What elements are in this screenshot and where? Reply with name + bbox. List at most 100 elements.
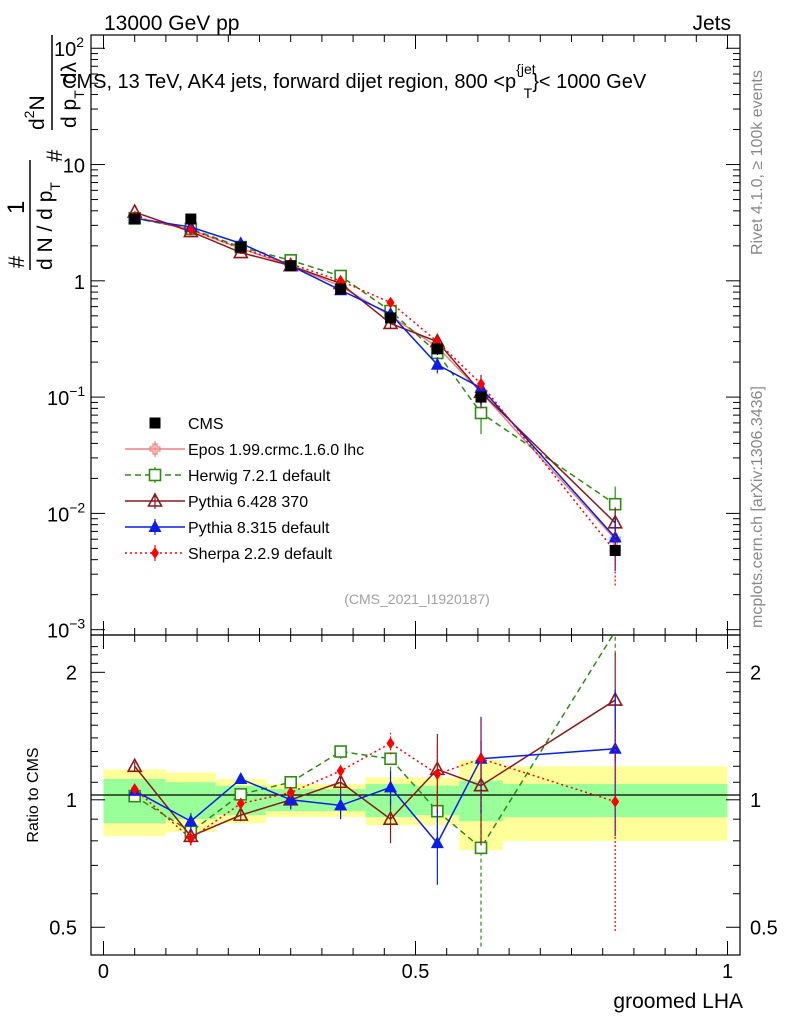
ratio-point-pythia-r1: [232, 806, 249, 821]
legend-entry-herwig-2: Herwig 7.2.1 default: [125, 467, 331, 485]
ratio-point-sherpa-r3: [477, 752, 486, 765]
title-end: }< 1000 GeV: [532, 71, 647, 93]
legend-label: Epos 1.99.crmc.1.6.0 lhc: [188, 442, 364, 459]
legend-label: Pythia 6.428 370: [188, 494, 308, 511]
ratio-point-pythia-r1: [332, 773, 349, 789]
analysis-watermark: (CMS_2021_I1920187): [344, 591, 490, 607]
point-sherpa-5: [386, 296, 395, 309]
legend-entry-pythia-3: Pythia 6.428 370: [125, 492, 308, 511]
ratio-point-pythia-r2: [430, 836, 444, 849]
point-cms-0: [385, 312, 397, 324]
legend-label: Sherpa 2.2.9 default: [188, 546, 333, 563]
x-tick-label: 0: [98, 961, 109, 983]
ratio-ytick-label: 1: [66, 790, 77, 812]
point-sherpa-5: [477, 377, 486, 390]
ratio-point-herwig-r0: [334, 745, 347, 758]
ylabel-hash1: #: [4, 255, 29, 268]
legend-marker: [148, 520, 162, 532]
main-ytick-label: 10: [63, 156, 85, 178]
title-sub: T: [524, 85, 533, 101]
legend-entry-cms-0: CMS: [149, 416, 224, 433]
title-sup: {jet: [516, 61, 536, 77]
plot-title: CMS, 13 TeV, AK4 jets, forward dijet reg…: [62, 61, 647, 101]
main-ytick-label: 10−1: [47, 383, 85, 410]
ylabel-hash2: #: [42, 149, 67, 162]
x-axis-label: groomed LHA: [613, 990, 743, 1013]
ratio-point-sherpa-r3: [130, 783, 139, 796]
point-cms-0: [335, 283, 347, 295]
x-tick-label: 0.5: [402, 961, 430, 983]
ratio-ylabel: Ratio to CMS: [25, 747, 42, 842]
point-sherpa-5: [186, 223, 195, 236]
ratio-point-pythia-r1: [382, 810, 399, 825]
legend-entry-pythia-4: Pythia 8.315 default: [125, 519, 330, 537]
legend-entry-epos-1: Epos 1.99.crmc.1.6.0 lhc: [125, 441, 364, 459]
ylabel-d2N: d2N: [21, 95, 49, 130]
series-cms-0: [129, 213, 621, 556]
ratio-ytick-label: 2: [66, 662, 77, 684]
header-left: 13000 GeV pp: [104, 12, 239, 35]
ratio-ytick-label-right: 0.5: [750, 917, 778, 939]
series-line-pythia-4: [134, 217, 616, 539]
point-cms-0: [475, 391, 487, 403]
main-frame: [90, 34, 741, 636]
ratio-point-pythia-r2: [608, 741, 622, 754]
x-tick-label: 1: [722, 961, 733, 983]
legend-label: Herwig 7.2.1 default: [188, 468, 331, 485]
ylabel-one: 1: [3, 201, 30, 214]
point-cms-0: [185, 213, 197, 225]
series-pythia-4: [128, 211, 622, 571]
ratio-point-sherpa-r3: [336, 764, 345, 777]
main-ytick-label: 10−3: [47, 616, 85, 643]
mcplots-label: mcplots.cern.ch [arXiv:1306.3436]: [749, 386, 766, 628]
main-ytick-label: 1: [74, 272, 85, 294]
ratio-point-herwig-r0: [284, 775, 297, 789]
ratio-point-sherpa-r3: [236, 797, 245, 810]
ratio-ytick-label-right: 2: [750, 662, 761, 684]
ratio-point-pythia-r2: [234, 771, 248, 784]
ratio-ytick-label: 0.5: [49, 917, 77, 939]
legend-marker: [149, 417, 161, 429]
ratio-panel: 0.5 0.5 1 1 2 2: [49, 634, 778, 956]
point-cms-0: [431, 343, 443, 355]
ratio-point-pythia-r1: [126, 757, 143, 773]
ratio-point-herwig-r0: [384, 752, 397, 766]
rivet-label: Rivet 4.1.0, ≥ 100k events: [749, 70, 766, 255]
point-pythia-4: [430, 357, 444, 370]
legend-label: CMS: [188, 416, 224, 433]
header-right: Jets: [692, 12, 731, 35]
ratio-point-pythia-r2: [284, 792, 298, 805]
legend-marker: [147, 492, 163, 507]
ratio-point-sherpa-r3: [286, 786, 295, 799]
ratio-point-sherpa-r3: [186, 832, 195, 845]
main-panel: 10−3 10−2 10−1 1 10 102: [47, 34, 741, 643]
ratio-ytick-label-right: 1: [750, 790, 761, 812]
point-herwig-2: [474, 406, 488, 420]
x-tick-labels: 0 0.5 1: [98, 961, 733, 983]
point-cms-0: [285, 260, 297, 272]
ratio-point-pythia-r2: [184, 814, 198, 827]
ratio-point-pythia-r2: [384, 780, 398, 793]
point-cms-0: [129, 213, 141, 225]
title-main: CMS, 13 TeV, AK4 jets, forward dijet reg…: [62, 61, 647, 101]
ratio-point-sherpa-r3: [433, 768, 442, 781]
ratio-point-pythia-r2: [334, 798, 348, 811]
point-cms-0: [609, 544, 621, 556]
ratio-point-sherpa-r3: [611, 795, 620, 808]
series-line-epos-1: [134, 216, 616, 540]
legend-entry-sherpa-5: Sherpa 2.2.9 default: [125, 545, 333, 563]
ratio-point-sherpa-r3: [386, 737, 395, 750]
ratio-series-sherpa-r3: [130, 719, 620, 931]
legend-label: Pythia 8.315 default: [188, 520, 330, 537]
main-ytick-label: 102: [54, 34, 84, 61]
legend-marker: [148, 468, 162, 482]
legend-marker: [151, 547, 159, 559]
legend: CMS Epos 1.99.crmc.1.6.0 lhc Herwig 7.2.1 …: [125, 416, 364, 563]
main-ytick-label: 10−2: [47, 499, 85, 526]
ylabel-dpt: d pTdλ: [58, 62, 87, 128]
ylabel-dN: d N / d pT: [34, 182, 63, 270]
point-cms-0: [235, 241, 247, 253]
legend-marker: [149, 443, 161, 455]
main-ylabel: # 1 d N / d pT # d2N d pTdλ: [3, 35, 87, 270]
